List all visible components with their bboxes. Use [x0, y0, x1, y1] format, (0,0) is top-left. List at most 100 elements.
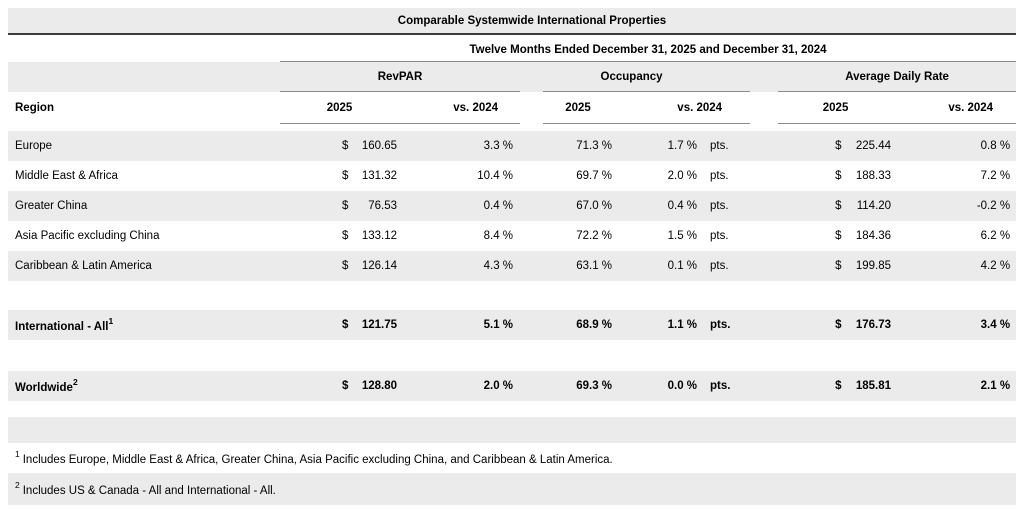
footnote-2-body: Includes US & Canada - All and Internati…: [22, 484, 276, 497]
occupancy-pts-cell: pts.: [710, 169, 729, 182]
footnote-1-marker: 1: [15, 448, 20, 459]
occupancy-pts-cell: pts.: [697, 190, 751, 221]
adr-2025-cell: 185.81: [846, 370, 894, 401]
gap-cell: [750, 221, 778, 251]
occupancy-pts-cell: pts.: [697, 250, 751, 281]
occupancy-2025-cell: 67.0 %: [543, 190, 614, 221]
table-row: Asia Pacific excluding China $133.12 8.4 %…: [8, 221, 1016, 251]
occupancy-vs2024-cell: 1.1 %: [613, 309, 698, 340]
column-header-occupancy-vs2024: vs. 2024: [613, 91, 751, 124]
occupancy-vs2024-cell: 1.7 %: [613, 130, 698, 161]
revpar-currency-cell: $: [338, 250, 354, 281]
group-gap: [520, 61, 544, 92]
table-row: Caribbean & Latin America $126.14 4.3 % 63.…: [8, 250, 1017, 281]
group-header-adr: Average Daily Rate: [778, 61, 1017, 92]
footnote-1-body: Includes Europe, Middle East & Africa, G…: [22, 453, 613, 466]
revpar-2025-cell: 76.53: [354, 190, 399, 221]
adr-currency-cell: $: [828, 130, 847, 161]
spacer-row: [8, 340, 1016, 371]
group-header-region-spacer: [8, 61, 280, 92]
revpar-2025-cell: 128.80: [354, 370, 399, 401]
column-header-revpar-2025: 2025: [280, 91, 399, 124]
column-header-adr-2025: 2025: [778, 91, 894, 124]
region-footnote-marker: 1: [108, 315, 114, 326]
adr-currency-cell: $: [828, 190, 847, 221]
gap-cell: [520, 309, 544, 340]
group-gap: [750, 61, 779, 92]
adr-vs2024-cell: 6.2 %: [980, 229, 1011, 242]
occupancy-vs2024-cell: 0.0 %: [613, 370, 698, 401]
occupancy-pts-cell: pts.: [697, 130, 751, 161]
gap-cell: [520, 221, 543, 251]
adr-2025-cell: 199.85: [846, 250, 894, 281]
adr-currency-cell: $: [835, 229, 842, 242]
region-cell: Middle East & Africa: [15, 169, 118, 182]
table-row: Middle East & Africa $131.32 10.4 % 69.7 % 2…: [8, 161, 1016, 191]
adr-spacer-cell: [778, 370, 829, 401]
revpar-currency-cell: $: [338, 370, 354, 401]
revpar-2025-cell: 126.14: [354, 250, 399, 281]
gap-cell: [520, 370, 544, 401]
adr-vs2024-cell: -0.2 %: [893, 190, 1017, 221]
revpar-currency-cell: $: [338, 130, 354, 161]
period-subtitle: Twelve Months Ended December 31, 2025 an…: [469, 44, 827, 56]
adr-vs2024-cell: 3.4 %: [893, 309, 1017, 340]
occupancy-vs2024-cell: 2.0 %: [667, 169, 698, 182]
properties-table: RevPAR Occupancy Average Daily Rate Regi…: [8, 61, 1017, 505]
spacer-cell: [8, 416, 1017, 443]
revpar-2025-cell: 133.12: [361, 229, 397, 242]
spacer-cell: [8, 281, 1016, 310]
gap-cell: [750, 190, 779, 221]
revpar-spacer-cell: [280, 130, 338, 161]
revpar-vs2024-cell: 2.0 %: [399, 370, 521, 401]
revpar-vs2024-cell: 8.4 %: [483, 229, 514, 242]
revpar-spacer-cell: [280, 161, 338, 191]
column-gap: [750, 91, 779, 124]
region-cell: Worldwide2: [8, 370, 280, 401]
occupancy-vs2024-cell: 0.4 %: [613, 190, 698, 221]
table-title: Comparable Systemwide International Prop…: [8, 8, 1016, 35]
adr-spacer-cell: [778, 221, 828, 251]
spacer-row: [8, 124, 1016, 131]
region-cell: International - All1: [8, 309, 280, 340]
column-header-adr-vs2024: vs. 2024: [893, 91, 1017, 124]
adr-currency-cell: $: [835, 169, 842, 182]
revpar-2025-cell: 160.65: [354, 130, 399, 161]
adr-vs2024-cell: 2.1 %: [893, 370, 1017, 401]
region-cell: Europe: [8, 130, 280, 161]
gap-cell: [520, 250, 544, 281]
occupancy-vs2024-cell: 1.5 %: [667, 229, 698, 242]
gap-cell: [750, 250, 779, 281]
adr-vs2024-cell: 7.2 %: [980, 169, 1011, 182]
group-header-occupancy: Occupancy: [543, 61, 751, 92]
footnote-2-marker: 2: [15, 479, 20, 490]
region-cell: Caribbean & Latin America: [8, 250, 280, 281]
footnote-1: 1 Includes Europe, Middle East & Africa, …: [8, 442, 1017, 473]
group-header-row: RevPAR Occupancy Average Daily Rate: [8, 61, 1017, 92]
column-header-occupancy-2025: 2025: [543, 91, 614, 124]
revpar-spacer-cell: [280, 250, 338, 281]
gap-cell: [750, 309, 779, 340]
adr-spacer-cell: [778, 161, 828, 191]
occupancy-2025-cell: 63.1 %: [543, 250, 614, 281]
region-footnote-marker: 2: [72, 376, 78, 387]
table-row: Worldwide2 $128.80 2.0 % 69.3 % 0.0 % pts. $18…: [8, 370, 1017, 401]
revpar-vs2024-cell: 0.4 %: [399, 190, 521, 221]
gap-cell: [750, 161, 778, 191]
revpar-spacer-cell: [280, 309, 338, 340]
region-cell: Asia Pacific excluding China: [15, 229, 160, 242]
adr-2025-cell: 184.36: [855, 229, 892, 242]
adr-currency-cell: $: [828, 309, 847, 340]
revpar-2025-cell: 131.32: [361, 169, 397, 182]
revpar-currency-cell: $: [338, 190, 354, 221]
adr-currency-cell: $: [828, 370, 847, 401]
revpar-2025-cell: 121.75: [354, 309, 399, 340]
adr-spacer-cell: [778, 250, 829, 281]
column-header-region: Region: [8, 91, 280, 124]
occupancy-pts-cell: pts.: [710, 229, 729, 242]
revpar-vs2024-cell: 10.4 %: [477, 169, 514, 182]
revpar-vs2024-cell: 3.3 %: [399, 130, 521, 161]
occupancy-vs2024-cell: 0.1 %: [613, 250, 698, 281]
occupancy-2025-cell: 72.2 %: [576, 229, 613, 242]
gap-cell: [750, 130, 779, 161]
